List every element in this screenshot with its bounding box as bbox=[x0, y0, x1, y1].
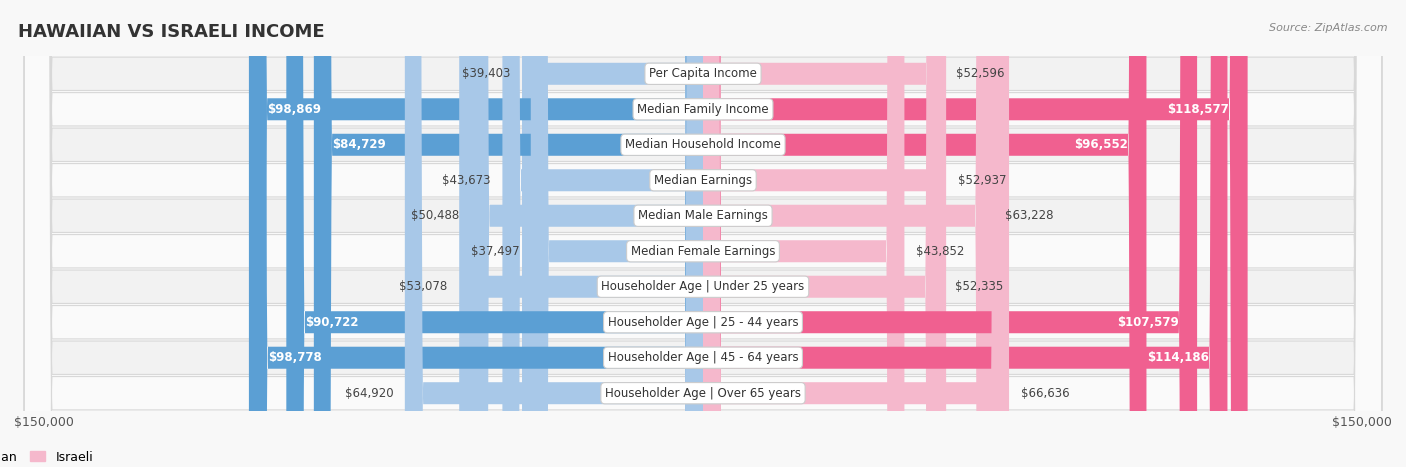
Text: $52,596: $52,596 bbox=[956, 67, 1004, 80]
Text: $52,937: $52,937 bbox=[957, 174, 1007, 187]
Text: Median Household Income: Median Household Income bbox=[626, 138, 780, 151]
FancyBboxPatch shape bbox=[24, 0, 1382, 467]
FancyBboxPatch shape bbox=[24, 0, 1382, 467]
Text: $50,488: $50,488 bbox=[412, 209, 460, 222]
Text: Householder Age | Under 25 years: Householder Age | Under 25 years bbox=[602, 280, 804, 293]
Text: Source: ZipAtlas.com: Source: ZipAtlas.com bbox=[1270, 23, 1388, 33]
Text: $39,403: $39,403 bbox=[463, 67, 510, 80]
Text: $90,722: $90,722 bbox=[305, 316, 359, 329]
Text: Median Male Earnings: Median Male Earnings bbox=[638, 209, 768, 222]
FancyBboxPatch shape bbox=[249, 0, 703, 467]
Text: $150,000: $150,000 bbox=[1331, 416, 1392, 429]
FancyBboxPatch shape bbox=[703, 0, 1197, 467]
Text: Householder Age | 45 - 64 years: Householder Age | 45 - 64 years bbox=[607, 351, 799, 364]
FancyBboxPatch shape bbox=[24, 0, 1382, 467]
FancyBboxPatch shape bbox=[703, 0, 904, 467]
FancyBboxPatch shape bbox=[703, 0, 1227, 467]
FancyBboxPatch shape bbox=[531, 0, 703, 467]
Text: Median Family Income: Median Family Income bbox=[637, 103, 769, 116]
FancyBboxPatch shape bbox=[522, 0, 703, 467]
Legend: Hawaiian, Israeli: Hawaiian, Israeli bbox=[0, 446, 98, 467]
Text: $84,729: $84,729 bbox=[332, 138, 387, 151]
FancyBboxPatch shape bbox=[24, 0, 1382, 467]
FancyBboxPatch shape bbox=[703, 0, 994, 467]
FancyBboxPatch shape bbox=[703, 0, 1146, 467]
Text: $37,497: $37,497 bbox=[471, 245, 519, 258]
FancyBboxPatch shape bbox=[703, 0, 943, 467]
FancyBboxPatch shape bbox=[24, 0, 1382, 467]
FancyBboxPatch shape bbox=[287, 0, 703, 467]
Text: $64,920: $64,920 bbox=[344, 387, 394, 400]
FancyBboxPatch shape bbox=[703, 0, 1247, 467]
FancyBboxPatch shape bbox=[703, 0, 945, 467]
FancyBboxPatch shape bbox=[24, 0, 1382, 467]
FancyBboxPatch shape bbox=[405, 0, 703, 467]
Text: $43,852: $43,852 bbox=[915, 245, 965, 258]
Text: $118,577: $118,577 bbox=[1167, 103, 1229, 116]
Text: HAWAIIAN VS ISRAELI INCOME: HAWAIIAN VS ISRAELI INCOME bbox=[18, 23, 325, 42]
FancyBboxPatch shape bbox=[24, 0, 1382, 467]
Text: Median Earnings: Median Earnings bbox=[654, 174, 752, 187]
Text: $98,869: $98,869 bbox=[267, 103, 322, 116]
FancyBboxPatch shape bbox=[24, 0, 1382, 467]
Text: $96,552: $96,552 bbox=[1074, 138, 1128, 151]
FancyBboxPatch shape bbox=[703, 0, 1010, 467]
FancyBboxPatch shape bbox=[460, 0, 703, 467]
Text: $114,186: $114,186 bbox=[1147, 351, 1209, 364]
Text: $98,778: $98,778 bbox=[267, 351, 322, 364]
Text: Per Capita Income: Per Capita Income bbox=[650, 67, 756, 80]
Text: $63,228: $63,228 bbox=[1005, 209, 1053, 222]
Text: $53,078: $53,078 bbox=[399, 280, 447, 293]
Text: Householder Age | Over 65 years: Householder Age | Over 65 years bbox=[605, 387, 801, 400]
Text: $43,673: $43,673 bbox=[443, 174, 491, 187]
FancyBboxPatch shape bbox=[314, 0, 703, 467]
FancyBboxPatch shape bbox=[24, 0, 1382, 467]
Text: $52,335: $52,335 bbox=[955, 280, 1002, 293]
FancyBboxPatch shape bbox=[502, 0, 703, 467]
Text: $107,579: $107,579 bbox=[1116, 316, 1178, 329]
Text: $66,636: $66,636 bbox=[1021, 387, 1069, 400]
FancyBboxPatch shape bbox=[24, 0, 1382, 467]
FancyBboxPatch shape bbox=[703, 0, 946, 467]
FancyBboxPatch shape bbox=[471, 0, 703, 467]
Text: Householder Age | 25 - 44 years: Householder Age | 25 - 44 years bbox=[607, 316, 799, 329]
Text: $150,000: $150,000 bbox=[14, 416, 75, 429]
FancyBboxPatch shape bbox=[249, 0, 703, 467]
Text: Median Female Earnings: Median Female Earnings bbox=[631, 245, 775, 258]
